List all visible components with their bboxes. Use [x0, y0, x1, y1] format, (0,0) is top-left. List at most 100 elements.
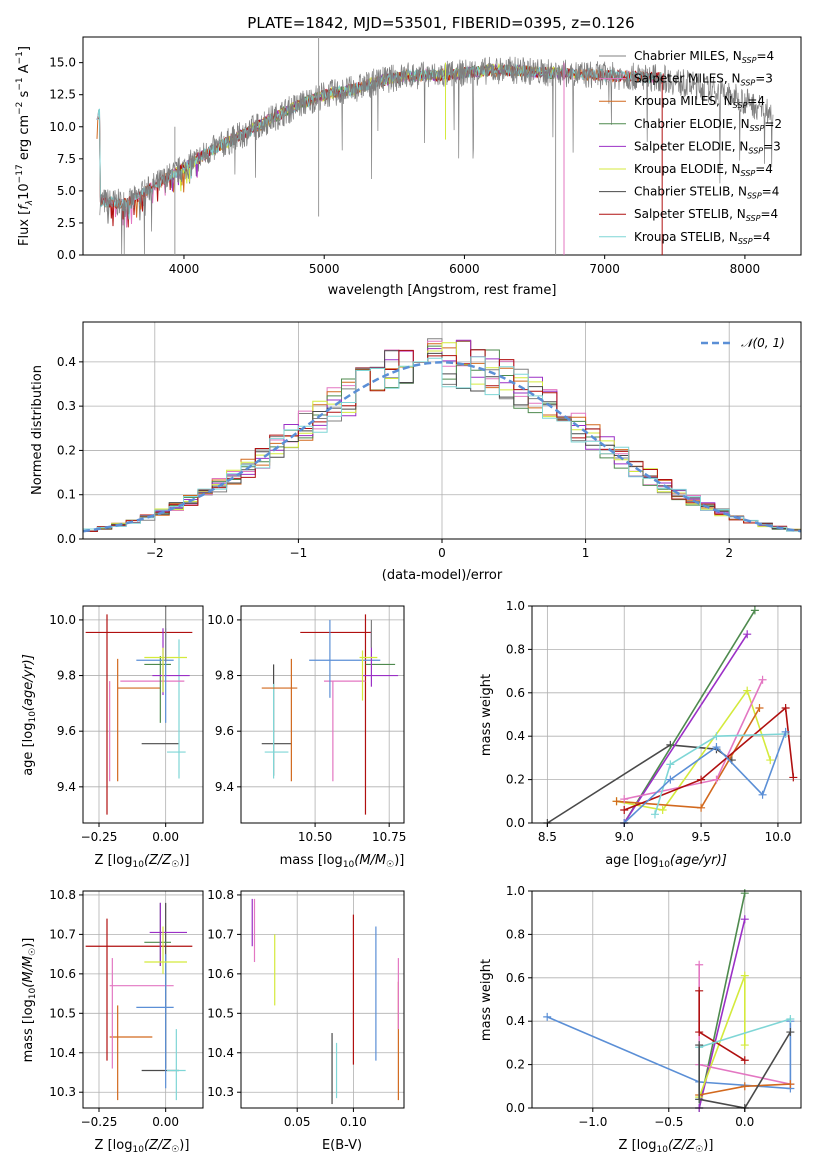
p8-ytick-label: 0.6: [506, 971, 525, 985]
spectrum-ytick-label: 5.0: [57, 184, 76, 198]
histogram-xtick-label: −2: [146, 546, 164, 560]
histogram-ylabel: Normed distribution: [30, 365, 45, 495]
age-vs-metallicity-panel: −0.25 0.00 9.4 9.6 9.8 10.0: [49, 605, 204, 844]
spectrum-xlabel: wavelength [Angstrom, rest frame]: [328, 283, 557, 298]
p7-ytick-label: 10.6: [207, 967, 234, 981]
line-chabrier_elodie-point: [750, 606, 759, 615]
line-blue-point: [666, 775, 675, 784]
p3-ytick-label: 9.4: [57, 780, 76, 794]
line-salpeter_miles-point: [712, 775, 721, 784]
line-blue-point: [758, 790, 767, 799]
line-kroupa_stelib-point: [786, 1015, 795, 1024]
spectrum-xtick-label: 5000: [309, 262, 340, 276]
line-kroupa_elodie-point: [740, 971, 749, 980]
gaussian-curve: [82, 361, 802, 533]
line-salpeter_miles-point: [758, 675, 767, 684]
p6-ytick-label: 10.6: [49, 967, 76, 981]
p8-xtick-label: 0.0: [735, 1115, 754, 1129]
histogram-xtick-label: 0: [438, 546, 446, 560]
line-chabrier_elodie: [698, 893, 746, 1109]
p8-ytick-label: 0.4: [506, 1014, 525, 1028]
p6-frame: [82, 890, 204, 1109]
p5-ytick-label: 0.0: [506, 816, 525, 830]
spectrum-xtick-label: 7000: [589, 262, 620, 276]
spectrum-ytick-label: 7.5: [57, 152, 76, 166]
p5-marks: [543, 606, 798, 827]
p6-xtick-label: 0.00: [152, 1115, 179, 1129]
legend-label-chabrier_stelib: Chabrier STELIB, NSSP=4: [634, 185, 779, 201]
p7-marks: [251, 898, 399, 1105]
line-kroupa_elodie-point: [740, 1041, 749, 1050]
gauss-legend-label: 𝒩(0, 1): [741, 336, 785, 350]
histogram-ytick-label: 0.2: [57, 443, 76, 457]
line-chabrier_elodie: [623, 609, 756, 824]
p6-xtick-label: −0.25: [81, 1115, 118, 1129]
line-salpeter_elodie: [623, 633, 748, 824]
p7-xtick-label: 0.05: [284, 1115, 311, 1129]
line-kroupa_stelib-point: [666, 760, 675, 769]
p7-ytick-label: 10.8: [207, 888, 234, 902]
age-vs-mass-panel: 10.50 10.75 9.4 9.6 9.8 10.0: [207, 605, 406, 844]
line-kroupa_stelib-point: [712, 732, 721, 741]
p7-ytick-label: 10.3: [207, 1085, 234, 1099]
spectrum-legend: Chabrier MILES, NSSP=4 Salpeter MILES, NS…: [599, 49, 782, 246]
p5-ytick-label: 0.6: [506, 686, 525, 700]
p5-ylabel: mass weight: [479, 674, 494, 756]
p3-ytick-label: 9.6: [57, 724, 76, 738]
line-blue-point: [543, 1012, 552, 1021]
line-kroupa_miles-point: [786, 1080, 795, 1089]
p4-xlabel: mass [log10(M/M☉)]: [280, 853, 405, 870]
line-kroupa_miles-point: [612, 797, 621, 806]
line-kroupa_elodie-point: [743, 686, 752, 695]
p3-xtick-label: 0.00: [152, 830, 179, 844]
p3-ylabel: age [log10(age/yr)]: [21, 654, 38, 776]
line-salpeter_stelib-point: [781, 703, 790, 712]
p8-ylabel: mass weight: [479, 959, 494, 1041]
p7-frame: [240, 890, 405, 1109]
histogram-ytick-label: 0.3: [57, 399, 76, 413]
spectrum-ytick-label: 12.5: [49, 88, 76, 102]
massweight-vs-age-panel: 8.5 9.0 9.5 10.0 0.0 0.2 0.4 0.6 0.8 1.0: [506, 599, 802, 844]
line-salpeter_stelib-point: [789, 773, 798, 782]
p5-xtick-label: 8.5: [538, 830, 557, 844]
spectrum-xtick-label: 6000: [449, 262, 480, 276]
spectrum-ylabel: Flux [fλ10−17 erg cm−2 s−1 A−1]: [15, 46, 35, 246]
p5-ytick-label: 0.4: [506, 729, 525, 743]
p5-xtick-label: 10.0: [765, 830, 792, 844]
line-salpeter_elodie-point: [740, 915, 749, 924]
line-salpeter_stelib: [623, 706, 795, 811]
line-kroupa_miles-point: [755, 703, 764, 712]
spectrum-ytick-label: 10.0: [49, 120, 76, 134]
p5-xtick-label: 9.0: [615, 830, 634, 844]
p8-xtick-label: −1.0: [578, 1115, 607, 1129]
figure-title: PLATE=1842, MJD=53501, FIBERID=0395, z=0…: [247, 14, 634, 32]
p6-ytick-label: 10.3: [49, 1085, 76, 1099]
mass-vs-extinction-panel: 0.05 0.10 10.3 10.4 10.5 10.6 10.7 10.8: [207, 888, 405, 1129]
p6-xlabel: Z [log10(Z/Z☉)]: [95, 1138, 190, 1155]
line-salpeter_miles-point: [695, 960, 704, 969]
p6-ytick-label: 10.8: [49, 888, 76, 902]
spectrum-xtick-label: 8000: [730, 262, 761, 276]
legend-label-chabrier_elodie: Chabrier ELODIE, NSSP=2: [634, 117, 782, 133]
p3-frame: [82, 605, 204, 824]
p5-xlabel: age [log10(age/yr)]: [605, 853, 727, 870]
line-salpeter_stelib-point: [695, 986, 704, 995]
observed-spectrum: [99, 56, 774, 256]
p4-ytick-label: 10.0: [207, 613, 234, 627]
line-kroupa_elodie: [616, 688, 772, 811]
legend-label-kroupa_miles: Kroupa MILES, NSSP=4: [634, 94, 765, 110]
p5-ytick-label: 0.2: [506, 773, 525, 787]
p4-xtick-label: 10.75: [372, 830, 406, 844]
massweight-vs-metallicity-panel: −1.0 −0.5 0.0 0.0 0.2 0.4 0.6 0.8 1.0: [506, 884, 802, 1129]
legend-label-kroupa_stelib: Kroupa STELIB, NSSP=4: [634, 230, 770, 246]
line-chabrier_stelib-point: [695, 1095, 704, 1104]
line-kroupa_elodie-point: [766, 756, 775, 765]
p7-ytick-label: 10.4: [207, 1046, 234, 1060]
p5-frame: [531, 605, 802, 824]
legend-label-chabrier_miles: Chabrier MILES, NSSP=4: [634, 49, 774, 65]
p8-ytick-label: 0.2: [506, 1058, 525, 1072]
histogram-xtick-label: −1: [290, 546, 308, 560]
p6-ytick-label: 10.5: [49, 1006, 76, 1020]
p4-marks: [261, 614, 399, 815]
p4-xtick-label: 10.50: [298, 830, 332, 844]
